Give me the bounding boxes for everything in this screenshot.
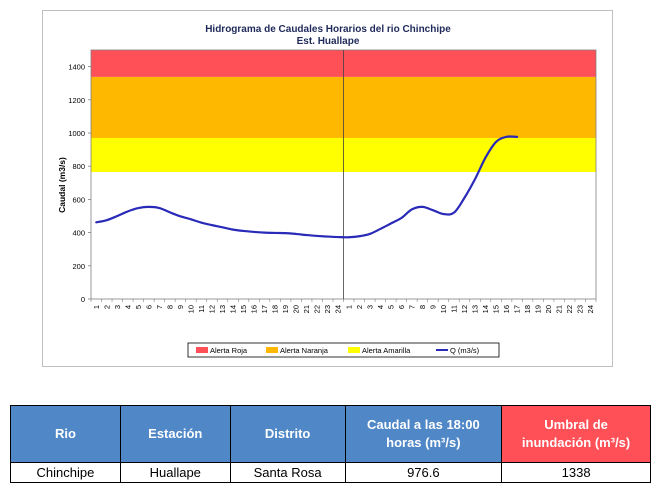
y-tick-label: 0 <box>81 295 85 304</box>
x-tick-label: 17 <box>260 305 269 313</box>
x-tick-label: 1 <box>92 305 101 309</box>
x-tick-label: 14 <box>229 305 238 313</box>
y-axis-ticks: 0 200 400 600 800 1000 1200 1400 <box>68 63 91 304</box>
x-tick-label: 21 <box>555 305 564 313</box>
legend-label: Q (m3/s) <box>450 346 480 355</box>
x-tick-label: 12 <box>460 305 469 313</box>
x-tick-label: 8 <box>165 305 174 309</box>
legend-label: Alerta Naranja <box>280 346 329 355</box>
cell-caudal: 976.6 <box>344 462 503 483</box>
x-tick-label: 24 <box>586 305 595 313</box>
x-tick-label: 7 <box>155 305 164 309</box>
x-tick-label: 3 <box>113 305 122 309</box>
header-umbral: Umbral de inundación (m³/s) <box>501 405 651 463</box>
x-tick-label: 11 <box>197 305 206 313</box>
x-tick-label: 16 <box>502 305 511 313</box>
chart-legend: Alerta Roja Alerta Naranja Alerta Amarilla… <box>187 342 500 358</box>
series-line-1 <box>95 135 519 239</box>
x-tick-label: 11 <box>449 305 458 313</box>
table-row: Chinchipe Huallape Santa Rosa 976.6 1338 <box>10 462 651 483</box>
x-tick-label: 4 <box>123 305 132 309</box>
x-tick-label: 2 <box>355 305 364 309</box>
x-tick-label: 21 <box>302 305 311 313</box>
x-tick-label: 6 <box>144 305 153 309</box>
x-tick-label: 20 <box>544 305 553 313</box>
x-tick-label: 6 <box>397 305 406 309</box>
x-tick-label: 10 <box>186 305 195 313</box>
x-tick-label: 15 <box>239 305 248 313</box>
hydrograph-chart: Hidrograma de Caudales Horarios del rio … <box>42 10 613 367</box>
chart-subtitle: Est. Huallape <box>297 36 360 47</box>
x-tick-label: 10 <box>439 305 448 313</box>
y-tick-label: 800 <box>72 162 85 171</box>
header-rio: Rio <box>10 405 121 463</box>
x-tick-label: 13 <box>471 305 480 313</box>
x-axis-ticks: 1 2 3 4 5 6 7 8 9 10 11 12 13 14 15 16 17 18 19 20 21 22 23 24 1… <box>90 299 597 313</box>
x-tick-label: 16 <box>250 305 259 313</box>
header-caudal: Caudal a las 18:00 horas (m³/s) <box>344 405 503 463</box>
y-tick-label: 1400 <box>68 63 85 72</box>
y-axis-label: Caudal (m3/s) <box>57 157 67 213</box>
legend-label: Alerta Amarilla <box>362 346 411 355</box>
table-header-row: Rio Estación Distrito Caudal a las 18:00… <box>10 405 651 463</box>
x-tick-label: 1 <box>344 305 353 309</box>
x-tick-label: 23 <box>323 305 332 313</box>
legend-swatch <box>196 347 208 353</box>
x-tick-label: 24 <box>334 305 343 313</box>
x-tick-label: 3 <box>365 305 374 309</box>
x-tick-label: 15 <box>492 305 501 313</box>
header-distrito: Distrito <box>229 405 346 463</box>
y-tick-label: 1200 <box>68 96 85 105</box>
x-tick-label: 12 <box>207 305 216 313</box>
header-estacion: Estación <box>119 405 231 463</box>
x-tick-label: 5 <box>386 305 395 309</box>
legend-swatch <box>348 347 360 353</box>
legend-swatch <box>266 347 278 353</box>
cell-rio: Chinchipe <box>10 462 121 483</box>
series-layer <box>95 135 519 239</box>
x-tick-label: 14 <box>481 305 490 313</box>
cell-estacion: Huallape <box>119 462 231 483</box>
cell-umbral: 1338 <box>501 462 651 483</box>
x-tick-label: 22 <box>565 305 574 313</box>
y-tick-label: 400 <box>72 229 85 238</box>
y-tick-label: 200 <box>72 262 85 271</box>
x-tick-label: 19 <box>281 305 290 313</box>
x-tick-label: 7 <box>407 305 416 309</box>
station-info-table: Rio Estación Distrito Caudal a las 18:00… <box>10 405 651 483</box>
x-tick-label: 17 <box>513 305 522 313</box>
chart-canvas: Hidrograma de Caudales Horarios del rio … <box>57 24 597 358</box>
x-tick-label: 8 <box>418 305 427 309</box>
cell-distrito: Santa Rosa <box>229 462 346 483</box>
y-tick-label: 600 <box>72 195 85 204</box>
x-tick-label: 5 <box>134 305 143 309</box>
x-tick-label: 13 <box>218 305 227 313</box>
x-tick-label: 23 <box>576 305 585 313</box>
x-tick-label: 9 <box>428 305 437 309</box>
x-tick-label: 2 <box>102 305 111 309</box>
y-tick-label: 1000 <box>68 129 85 138</box>
x-tick-label: 9 <box>176 305 185 309</box>
x-tick-label: 18 <box>523 305 532 313</box>
legend-label: Alerta Roja <box>210 346 248 355</box>
x-tick-label: 20 <box>292 305 301 313</box>
chart-title: Hidrograma de Caudales Horarios del rio … <box>205 24 451 35</box>
x-tick-label: 19 <box>534 305 543 313</box>
x-tick-label: 18 <box>271 305 280 313</box>
x-tick-label: 4 <box>376 305 385 309</box>
legend-box <box>187 342 500 358</box>
x-tick-label: 22 <box>313 305 322 313</box>
